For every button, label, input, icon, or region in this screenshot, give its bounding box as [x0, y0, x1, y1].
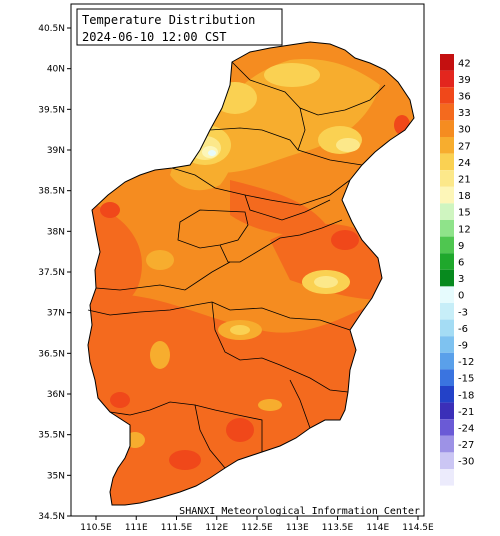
- legend-label: 36: [458, 92, 471, 103]
- legend-label: 6: [458, 258, 464, 269]
- y-tick-label: 38N: [47, 227, 65, 237]
- legend-label: 21: [458, 175, 471, 186]
- legend-label: 27: [458, 141, 471, 152]
- legend-swatch: [440, 87, 454, 104]
- legend-label: -21: [458, 407, 474, 418]
- legend-label: -30: [458, 457, 474, 468]
- x-tick-label: 113E: [286, 523, 309, 533]
- legend-label: -12: [458, 357, 474, 368]
- temperature-legend: 42393633302724211815129630-3-6-9-12-15-1…: [440, 54, 474, 486]
- legend-swatch: [440, 386, 454, 403]
- y-tick-label: 37.5N: [38, 268, 65, 278]
- legend-label: -3: [458, 307, 468, 318]
- y-tick-label: 39.5N: [38, 105, 65, 115]
- y-tick-label: 35N: [47, 471, 65, 481]
- legend-label: -27: [458, 440, 474, 451]
- legend-label: 39: [458, 75, 471, 86]
- x-tick-label: 110.5E: [80, 523, 112, 533]
- legend-label: -18: [458, 390, 474, 401]
- y-tick-label: 38.5N: [38, 187, 65, 197]
- y-tick-label: 35.5N: [38, 431, 65, 441]
- legend-swatch: [440, 236, 454, 254]
- legend-swatch: [440, 319, 454, 337]
- x-tick-label: 114E: [366, 523, 389, 533]
- y-tick-label: 36.5N: [38, 349, 65, 359]
- x-tick-label: 113.5E: [322, 523, 354, 533]
- legend-swatch: [440, 170, 454, 187]
- legend-label: 15: [458, 208, 471, 219]
- legend-swatch: [440, 452, 454, 469]
- legend-label: 12: [458, 224, 471, 235]
- legend-swatch: [440, 153, 454, 171]
- y-axis-ticks: 40.5N 40N 39.5N 39N 38.5N 38N 37.5N 37N 36.5N 36N…: [38, 24, 71, 522]
- legend-swatch: [440, 303, 454, 320]
- legend-swatch: [440, 336, 454, 353]
- y-tick-label: 36N: [47, 390, 65, 400]
- legend-swatch: [440, 120, 454, 137]
- legend-swatch: [440, 253, 454, 270]
- y-tick-label: 40.5N: [38, 24, 65, 34]
- x-tick-label: 114.5E: [402, 523, 434, 533]
- y-tick-label: 40N: [47, 65, 65, 75]
- legend-label: 30: [458, 125, 471, 136]
- title-box: [76, 8, 283, 46]
- legend-swatch: [440, 435, 454, 453]
- legend-swatch: [440, 54, 454, 71]
- source-credit: SHANXI Meteorological Information Center: [179, 506, 420, 517]
- legend-label: 33: [458, 108, 471, 119]
- city-boundaries: [87, 61, 386, 469]
- legend-label: 0: [458, 291, 464, 302]
- legend-swatch: [440, 137, 454, 154]
- legend-swatch: [440, 369, 454, 386]
- legend-label: 18: [458, 191, 471, 202]
- legend-swatch: [440, 402, 454, 420]
- legend-swatch: [440, 286, 454, 303]
- legend-swatch: [440, 70, 454, 88]
- legend-label: -6: [458, 324, 468, 335]
- legend-swatch: [440, 186, 454, 204]
- y-tick-label: 37N: [47, 309, 65, 319]
- legend-swatch: [440, 269, 454, 287]
- x-tick-label: 112E: [205, 523, 228, 533]
- legend-label: 9: [458, 241, 464, 252]
- y-tick-label: 39N: [47, 146, 65, 156]
- x-tick-label: 111.5E: [161, 523, 193, 533]
- legend-label: 24: [458, 158, 471, 169]
- legend-swatch: [440, 103, 454, 121]
- legend-label: 3: [458, 274, 464, 285]
- legend-swatch: [440, 419, 454, 436]
- legend-swatch: [440, 203, 454, 220]
- legend-swatch: [440, 220, 454, 237]
- legend-swatch: [440, 352, 454, 370]
- legend-label: -24: [458, 424, 474, 435]
- legend-label: 42: [458, 58, 471, 69]
- legend-label: -9: [458, 341, 468, 352]
- legend-label: -15: [458, 374, 474, 385]
- x-tick-label: 111E: [125, 523, 148, 533]
- y-tick-label: 34.5N: [38, 512, 65, 522]
- legend-swatch: [440, 469, 454, 486]
- x-axis-ticks: 110.5E 111E 111.5E 112E 112.5E 113E 113.5E 114E…: [80, 516, 434, 533]
- map-title: Temperature Distribution: [82, 13, 255, 27]
- map-timestamp: 2024-06-10 12:00 CST: [82, 30, 227, 44]
- x-tick-label: 112.5E: [241, 523, 273, 533]
